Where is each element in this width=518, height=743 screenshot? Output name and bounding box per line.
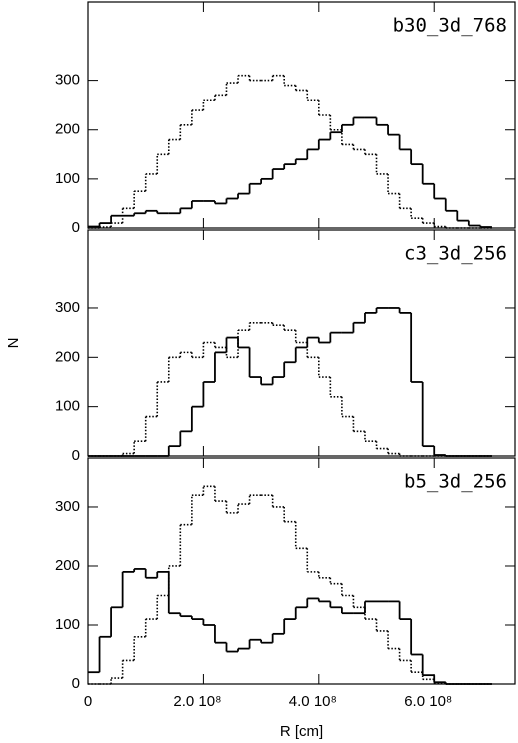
- y-tick-label: 0: [72, 447, 80, 464]
- y-tick-label: 0: [72, 675, 80, 692]
- y-tick-label: 300: [55, 498, 80, 515]
- x-tick-label: 2.0 10⁸: [173, 693, 221, 710]
- panel-title: b30_3d_768: [393, 15, 507, 37]
- y-tick-label: 200: [55, 348, 80, 365]
- y-tick-label: 300: [55, 72, 80, 89]
- y-tick-label: 0: [72, 219, 80, 236]
- plot-frame: [87, 457, 516, 685]
- panel-title: c3_3d_256: [404, 243, 507, 265]
- plot-frame: [87, 229, 516, 457]
- x-tick-label: 0: [84, 693, 92, 710]
- y-tick-label: 100: [55, 170, 80, 187]
- y-tick-label: 300: [55, 299, 80, 316]
- x-tick-label: 4.0 10⁸: [289, 693, 337, 710]
- y-axis-label: N: [5, 338, 22, 349]
- panel-title: b5_3d_256: [404, 471, 507, 493]
- y-tick-label: 100: [55, 616, 80, 633]
- y-tick-label: 200: [55, 121, 80, 138]
- y-tick-label: 100: [55, 398, 80, 415]
- x-axis-label: R [cm]: [280, 723, 323, 740]
- x-tick-label: 6.0 10⁸: [404, 693, 452, 710]
- y-tick-label: 200: [55, 557, 80, 574]
- plot-frame: [87, 1, 516, 229]
